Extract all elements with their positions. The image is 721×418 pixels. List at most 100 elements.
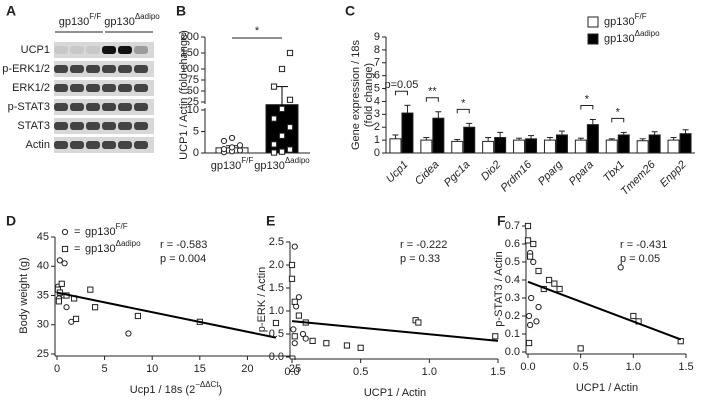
point	[288, 261, 296, 269]
point	[415, 319, 422, 326]
point	[278, 105, 286, 113]
blot-band	[70, 84, 84, 92]
point	[270, 149, 278, 156]
y-tick-label: 0.0	[269, 351, 284, 363]
point	[236, 147, 244, 154]
blot-band	[118, 46, 132, 54]
y-tick-label: 25	[37, 348, 49, 360]
point	[87, 286, 94, 293]
y-tick-label: 9	[374, 31, 380, 43]
y-axis-label: p-ERK / Actin	[256, 267, 268, 332]
x-axis-label-tail: )	[219, 384, 223, 396]
bar	[574, 139, 587, 154]
group-label: gp130Δadipo	[104, 12, 160, 28]
y-tick-label: 2	[374, 121, 380, 133]
x-tick-label: 0.0	[284, 366, 299, 378]
y-tick-label: 0.5	[505, 256, 520, 268]
stat-label: r = -0.431	[620, 239, 667, 251]
row-label: Actin	[26, 139, 50, 151]
blot-band	[134, 65, 148, 73]
y-tick-label: 0	[374, 147, 380, 159]
blot-band	[86, 84, 100, 92]
y-tick-label: 200	[181, 31, 199, 43]
point	[617, 264, 624, 271]
point	[295, 312, 302, 319]
group-label-sup: F/F	[89, 12, 101, 21]
legend-swatch	[587, 16, 599, 28]
point	[492, 333, 499, 340]
point	[299, 330, 307, 338]
point	[528, 294, 535, 302]
point	[134, 312, 142, 320]
point	[286, 49, 294, 57]
x-tick-label: Pgc1a	[442, 159, 473, 190]
legend-label: gp130Δadipo	[85, 239, 141, 255]
point	[291, 243, 298, 250]
row-label: UCP1	[21, 44, 50, 56]
legend-label: gp130F/F	[604, 12, 647, 28]
x-tick-label-sup: F/F	[241, 156, 253, 165]
point	[295, 294, 302, 301]
point	[61, 228, 69, 236]
row-label: ERK1/2	[12, 82, 50, 94]
blot-band	[134, 141, 148, 149]
point	[220, 146, 228, 153]
y-tick-label: 5	[193, 125, 199, 137]
point	[527, 321, 534, 329]
panel-label: E	[266, 213, 275, 229]
y-tick-label: 8	[374, 44, 380, 56]
y-tick-label: 10	[187, 104, 199, 116]
y-tick-label: 4	[374, 95, 380, 107]
x-tick-label: 15	[194, 363, 206, 375]
x-tick-label: 5	[102, 363, 108, 375]
row-label: p-STAT3	[8, 101, 50, 113]
point	[286, 124, 294, 131]
bar	[432, 117, 445, 154]
y-tick-label: 50	[187, 85, 199, 97]
point	[61, 245, 69, 253]
legend-swatch	[587, 33, 599, 45]
x-tick-label: 20	[241, 363, 253, 375]
x-tick-label: Ppara	[567, 159, 596, 188]
blot-band	[86, 141, 100, 149]
legend-label: gp130F/F	[85, 222, 128, 238]
x-axis-label-sup: −ΔΔCt	[195, 380, 219, 389]
point	[535, 267, 542, 275]
x-tick-label: 1.0	[626, 361, 641, 373]
point	[125, 330, 132, 337]
bar	[389, 138, 402, 154]
point	[63, 304, 70, 311]
point	[291, 298, 298, 305]
x-tick-label: Dio2	[479, 159, 503, 183]
x-tick-label: Cidea	[413, 159, 442, 188]
point	[343, 342, 351, 349]
point	[291, 333, 298, 340]
bar	[494, 137, 507, 154]
stat-label: p = 0.004	[160, 253, 206, 265]
sig-label: **	[428, 86, 437, 98]
point	[577, 345, 584, 352]
bar	[586, 124, 599, 154]
point	[270, 141, 278, 148]
blot-band	[134, 84, 148, 92]
blot-band	[118, 141, 132, 149]
x-tick-label: Tmem26	[619, 158, 659, 198]
blot-band	[70, 65, 84, 73]
point	[527, 253, 534, 260]
y-tick-label: 1	[374, 134, 380, 146]
x-tick-label: 1.5	[490, 366, 505, 378]
blot-band	[54, 65, 68, 73]
point	[228, 144, 236, 151]
point	[278, 132, 286, 139]
x-tick-label: 0.5	[573, 361, 588, 373]
y-tick-label: 7	[374, 57, 380, 69]
point	[58, 280, 65, 287]
blot-band	[54, 141, 68, 149]
blot-band	[54, 46, 68, 54]
point	[290, 326, 297, 333]
panel-label: A	[6, 3, 16, 19]
y-tick-label: 0.4	[505, 274, 520, 286]
bar	[463, 126, 476, 154]
point	[236, 142, 244, 149]
blot-band	[134, 103, 148, 111]
